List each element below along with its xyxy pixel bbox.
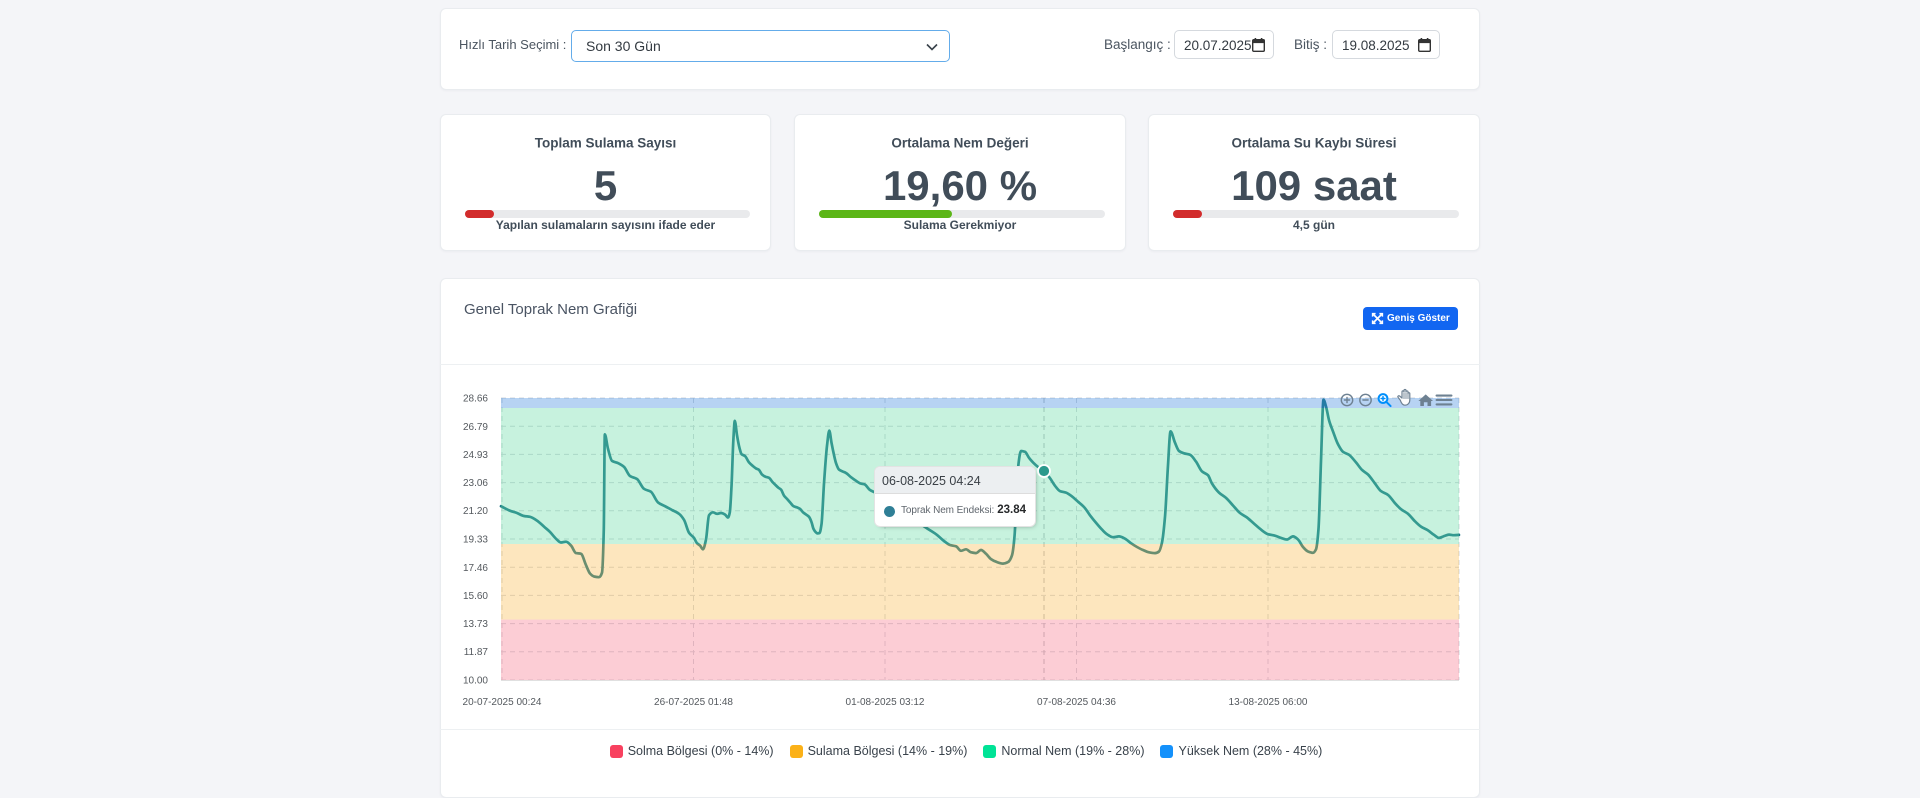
svg-text:01-08-2025 03:12: 01-08-2025 03:12 <box>846 697 925 708</box>
svg-text:17.46: 17.46 <box>463 563 488 574</box>
svg-text:19.33: 19.33 <box>463 535 488 546</box>
svg-text:13.73: 13.73 <box>463 619 488 630</box>
svg-text:20-07-2025 00:24: 20-07-2025 00:24 <box>463 697 542 708</box>
svg-text:11.87: 11.87 <box>464 647 489 658</box>
svg-text:26-07-2025 01:48: 26-07-2025 01:48 <box>654 697 733 708</box>
svg-text:10.00: 10.00 <box>463 676 488 687</box>
svg-text:07-08-2025 04:36: 07-08-2025 04:36 <box>1037 697 1116 708</box>
svg-text:15.60: 15.60 <box>463 591 488 602</box>
svg-text:24.93: 24.93 <box>463 450 488 461</box>
svg-text:21.20: 21.20 <box>463 506 488 517</box>
svg-text:13-08-2025 06:00: 13-08-2025 06:00 <box>1229 697 1308 708</box>
svg-text:23.06: 23.06 <box>463 478 488 489</box>
svg-text:26.79: 26.79 <box>463 422 488 433</box>
svg-text:28.66: 28.66 <box>463 394 488 405</box>
